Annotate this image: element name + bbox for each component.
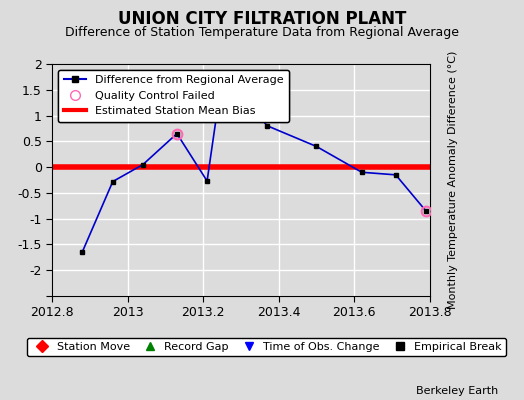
Legend: Difference from Regional Average, Quality Control Failed, Estimated Station Mean: Difference from Regional Average, Qualit… — [58, 70, 289, 122]
Text: UNION CITY FILTRATION PLANT: UNION CITY FILTRATION PLANT — [118, 10, 406, 28]
Legend: Station Move, Record Gap, Time of Obs. Change, Empirical Break: Station Move, Record Gap, Time of Obs. C… — [27, 338, 506, 356]
Text: Berkeley Earth: Berkeley Earth — [416, 386, 498, 396]
Y-axis label: Monthly Temperature Anomaly Difference (°C): Monthly Temperature Anomaly Difference (… — [447, 51, 458, 309]
Text: Difference of Station Temperature Data from Regional Average: Difference of Station Temperature Data f… — [65, 26, 459, 39]
